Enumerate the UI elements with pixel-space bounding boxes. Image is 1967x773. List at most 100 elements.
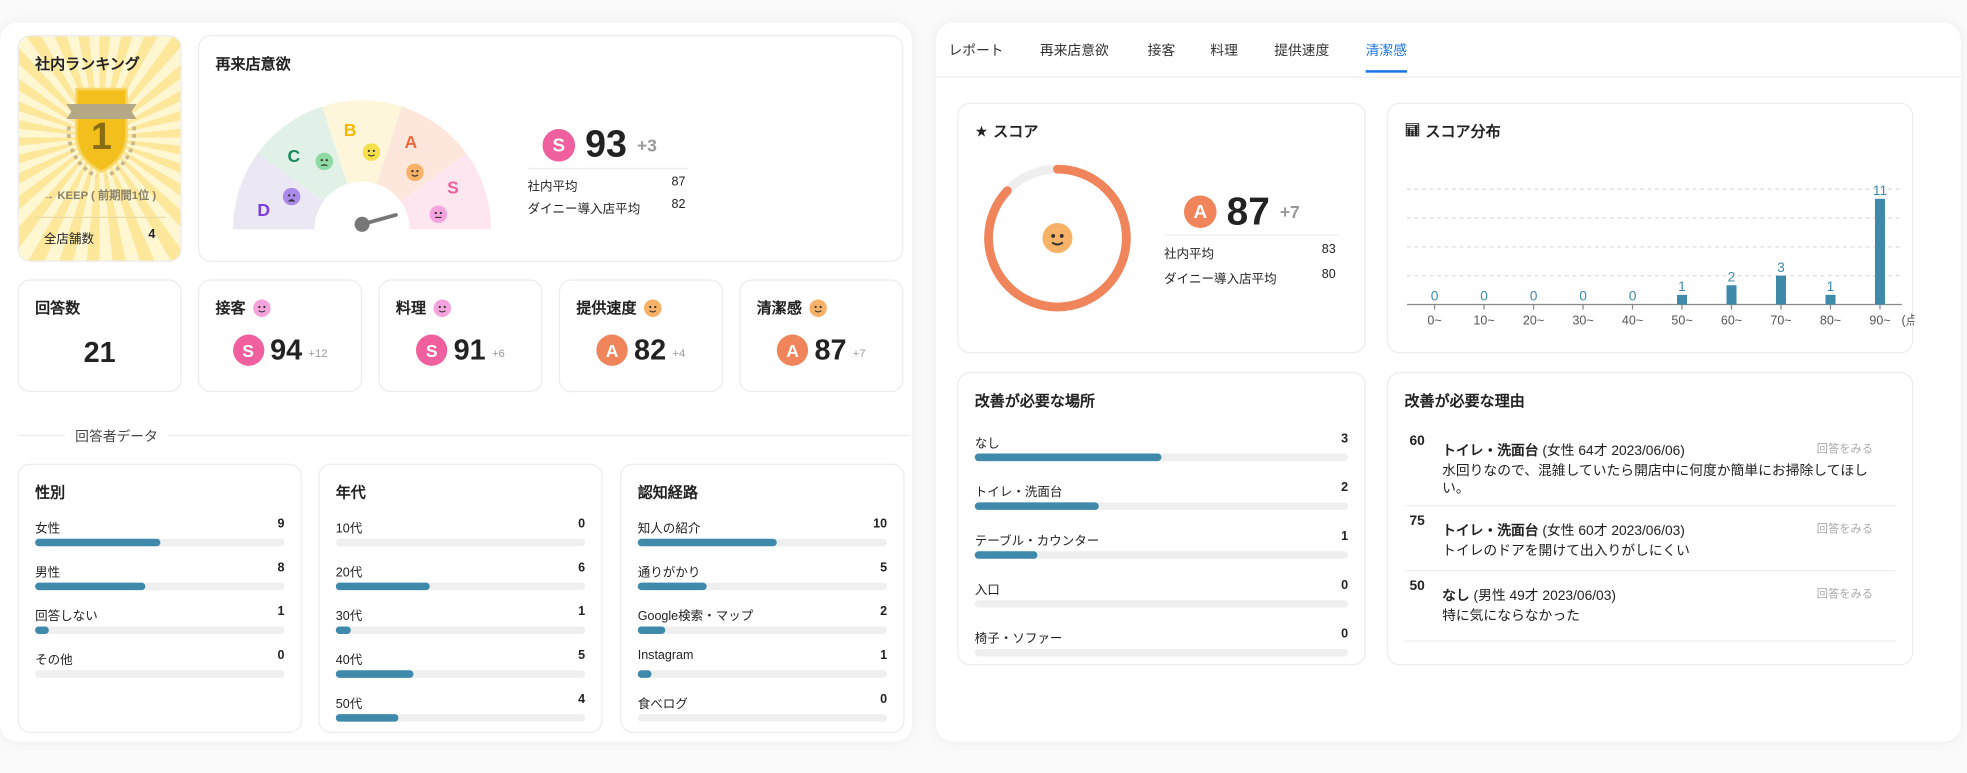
- tab-0[interactable]: レポート: [948, 40, 1003, 60]
- responses-card: 回答数 21: [17, 279, 182, 393]
- bar-row: 30代 1: [335, 605, 586, 635]
- metric-diff: +7: [852, 346, 866, 359]
- dist-value-label: 3: [1777, 260, 1785, 275]
- reason-item: 50 なし (男性 49才 2023/06/03) 回答をみる 特に気にならなか…: [1404, 571, 1896, 642]
- stores-value: 4: [148, 228, 156, 242]
- tab-2[interactable]: 接客: [1148, 40, 1176, 60]
- revisit-avg-label: 社内平均: [527, 180, 578, 195]
- gauge-face-icon: [406, 163, 424, 182]
- view-answer-link[interactable]: 回答をみる: [1816, 587, 1874, 601]
- revisit-score: 93: [585, 124, 627, 166]
- bar-label: 通りがかり: [637, 566, 701, 581]
- metric-card-2[interactable]: 提供速度 A 82 +4: [558, 279, 723, 393]
- dist-value-label: 2: [1728, 269, 1736, 284]
- dist-bar: [1677, 294, 1688, 305]
- reason-score: 50: [1409, 578, 1425, 594]
- demographic-card-0: 性別 女性 9 男性 8 回答しない 1 その他 0: [17, 463, 302, 733]
- bar-label: 知人の紹介: [637, 522, 701, 537]
- bar-count: 0: [578, 517, 586, 532]
- dist-value-label: 1: [1678, 279, 1686, 294]
- bar-fill: [335, 582, 430, 591]
- metric-score: 94: [270, 333, 303, 366]
- gauge-segment-B: [322, 100, 402, 185]
- bar-track: [637, 670, 888, 678]
- view-answer-link[interactable]: 回答をみる: [1816, 522, 1874, 535]
- metric-card-0[interactable]: 接客 S 94 +12: [197, 279, 363, 393]
- demographic-title: 認知経路: [637, 483, 698, 502]
- bar-count: 5: [880, 561, 888, 576]
- gauge-face-icon: [429, 205, 448, 224]
- reason-place: なし: [1442, 588, 1470, 604]
- revisit-diff: +3: [636, 135, 657, 156]
- score-avg-label: 社内平均: [1163, 248, 1215, 262]
- dist-value-label: 1: [1827, 279, 1835, 294]
- bar-track: [335, 714, 586, 722]
- bar-track: [35, 582, 285, 591]
- bar-count: 2: [1341, 481, 1349, 495]
- revisit-card[interactable]: 再来店意欲 D C B A S S 93 +3 社内平均 87 ダイニー導入店平均 82: [197, 35, 904, 262]
- tab-1[interactable]: 再来店意欲: [1040, 40, 1109, 60]
- ranking-card: 社内ランキング 1 → KEEP ( 前期間1位 ) 全店舗数 4: [17, 35, 182, 262]
- demographic-title: 年代: [335, 483, 366, 502]
- metric-title: 清潔感: [756, 299, 802, 317]
- bar-count: 6: [578, 561, 586, 576]
- score-avg-value: 83: [1321, 243, 1336, 257]
- reason-place: トイレ・洗面台: [1442, 523, 1539, 539]
- bar-track: [974, 453, 1349, 462]
- gauge-label: S: [447, 177, 459, 197]
- bar-label: 椅子・ソファー: [974, 632, 1063, 647]
- metric-card-3[interactable]: 清潔感 A 87 +7: [739, 279, 904, 393]
- demographic-title: 性別: [35, 483, 66, 502]
- revisit-grade-badge: S: [542, 129, 576, 162]
- tab-4[interactable]: 提供速度: [1274, 40, 1329, 60]
- revisit-title: 再来店意欲: [215, 55, 291, 73]
- x-tick-label: 90~: [1869, 314, 1890, 328]
- places-card: 改善が必要な場所 なし 3 トイレ・洗面台 2 テーブル・カウンター 1 入口 …: [957, 372, 1366, 666]
- bar-row: テーブル・カウンター 1: [974, 530, 1349, 560]
- reason-meta: (女性 64才 2023/06/06): [1542, 443, 1685, 459]
- tab-5[interactable]: 清潔感: [1365, 40, 1408, 73]
- bar-label: 女性: [35, 522, 61, 537]
- metric-score: 87: [814, 333, 847, 366]
- tab-3[interactable]: 料理: [1210, 40, 1238, 60]
- view-answer-link[interactable]: 回答をみる: [1816, 442, 1874, 455]
- tab-label: レポート: [948, 43, 1004, 59]
- bar-row: 10代 0: [335, 517, 586, 547]
- reason-score: 60: [1409, 433, 1425, 449]
- dist-value-label: 0: [1530, 289, 1538, 304]
- bar-track: [637, 538, 888, 547]
- metric-card-1[interactable]: 料理 S 91 +6: [378, 279, 543, 393]
- rank-number: 1: [91, 115, 112, 157]
- x-tick-label: 60~: [1721, 314, 1742, 328]
- ring-progress: [984, 164, 1131, 312]
- bar-count: 1: [277, 605, 285, 619]
- dist-bar: [1874, 198, 1885, 305]
- revisit-avg-value: 87: [671, 175, 686, 190]
- score-grade-badge: A: [1183, 195, 1217, 229]
- bar-track: [974, 551, 1349, 559]
- metric-grade-badge: A: [776, 334, 809, 366]
- bar-fill: [974, 453, 1162, 462]
- x-tick-label: 50~: [1671, 314, 1692, 328]
- responses-count: 21: [83, 335, 116, 369]
- bar-track: [335, 582, 586, 591]
- bar-label: テーブル・カウンター: [974, 534, 1100, 549]
- tab-label: 料理: [1210, 43, 1238, 59]
- metric-grade-badge: A: [596, 334, 628, 366]
- reason-comment: 水回りなので、混雑していたら開店中に何度か簡単にお掃除してほしい。: [1442, 463, 1868, 497]
- revisit-dinii-label: ダイニー導入店平均: [527, 202, 641, 217]
- x-tick-label: 0~: [1427, 314, 1441, 328]
- bar-fill: [35, 538, 160, 547]
- gauge-segment-C: [257, 106, 348, 202]
- bar-row: その他 0: [35, 649, 284, 679]
- bar-count: 10: [873, 517, 888, 532]
- metric-grade-badge: S: [232, 334, 264, 366]
- stores-label: 全店舗数: [43, 233, 94, 247]
- reason-comment: トイレのドアを開けて出入りがしにくい: [1442, 543, 1690, 559]
- gauge-face-icon: [282, 187, 301, 206]
- distribution-card: 📊︎ スコア分布 0 0~ 0 10~ 0 20~ 0 30~ 0 40~ 1 50~ 2 60~ 3 70~ 1…: [1386, 102, 1914, 354]
- score-card: ★ スコア A 87 +7 社内平均 83 ダイニー導入店平均 80: [957, 102, 1366, 354]
- revisit-gauge: D C B A S: [233, 100, 492, 232]
- bar-label: 30代: [335, 610, 363, 624]
- bar-label: 回答しない: [35, 610, 98, 624]
